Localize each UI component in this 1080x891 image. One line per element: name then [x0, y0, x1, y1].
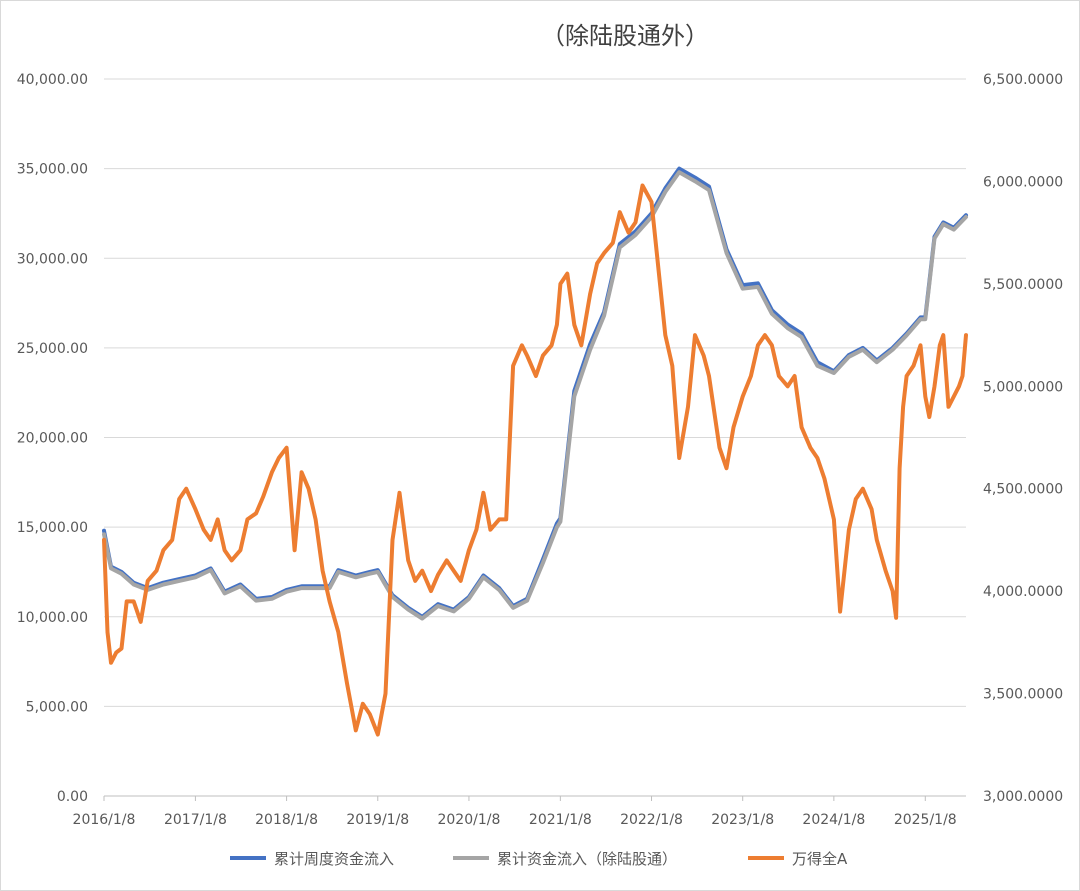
right-tick-label: 3,000.0000 — [983, 789, 1063, 805]
right-tick-label: 5,000.0000 — [983, 379, 1063, 395]
legend: 累计周度资金流入 累计资金流入（除陆股通） 万得全A — [230, 850, 848, 868]
x-tick-label: 2018/1/8 — [255, 812, 318, 828]
x-tick-label: 2019/1/8 — [346, 812, 409, 828]
x-tick-label: 2022/1/8 — [620, 812, 683, 828]
x-tick-label: 2021/1/8 — [529, 812, 592, 828]
left-tick-label: 0.00 — [57, 789, 88, 805]
right-tick-label: 5,500.0000 — [983, 277, 1063, 293]
left-tick-label: 20,000.00 — [17, 431, 88, 447]
x-tick-label: 2024/1/8 — [802, 812, 865, 828]
x-tick-label: 2016/1/8 — [73, 812, 136, 828]
x-tick-label: 2020/1/8 — [437, 812, 500, 828]
x-tick-label: 2017/1/8 — [164, 812, 227, 828]
left-tick-label: 30,000.00 — [17, 251, 88, 267]
left-tick-label: 15,000.00 — [17, 520, 88, 536]
series-lines — [102, 166, 968, 737]
series-line-cumulative-inflow — [102, 170, 968, 621]
legend-label: 累计资金流入（除陆股通） — [497, 850, 677, 868]
x-tick-label: 2023/1/8 — [711, 812, 774, 828]
series-line-wind-a — [102, 183, 968, 737]
legend-label: 万得全A — [792, 850, 848, 868]
left-axis-ticks: 0.00 5,000.00 10,000.00 15,000.00 20,000.00 2… — [17, 72, 88, 805]
right-tick-label: 3,500.0000 — [983, 687, 1063, 703]
right-tick-label: 4,500.0000 — [983, 482, 1063, 498]
chart-title: （除陆股通外） — [541, 22, 709, 50]
legend-label: 累计周度资金流入 — [274, 850, 394, 868]
right-tick-label: 4,000.0000 — [983, 584, 1063, 600]
x-tick-label: 2025/1/8 — [894, 812, 957, 828]
left-tick-label: 40,000.00 — [17, 72, 88, 88]
left-tick-label: 10,000.00 — [17, 610, 88, 626]
left-tick-label: 5,000.00 — [26, 699, 88, 715]
right-tick-label: 6,000.0000 — [983, 174, 1063, 190]
x-axis-ticks: 2016/1/8 2017/1/8 2018/1/8 2019/1/8 2020/1/8… — [73, 796, 957, 828]
left-tick-label: 35,000.00 — [17, 162, 88, 178]
right-tick-label: 6,500.0000 — [983, 72, 1063, 88]
left-tick-label: 25,000.00 — [17, 341, 88, 357]
right-axis-ticks: 3,000.0000 3,500.0000 4,000.0000 4,500.0000… — [983, 72, 1063, 805]
